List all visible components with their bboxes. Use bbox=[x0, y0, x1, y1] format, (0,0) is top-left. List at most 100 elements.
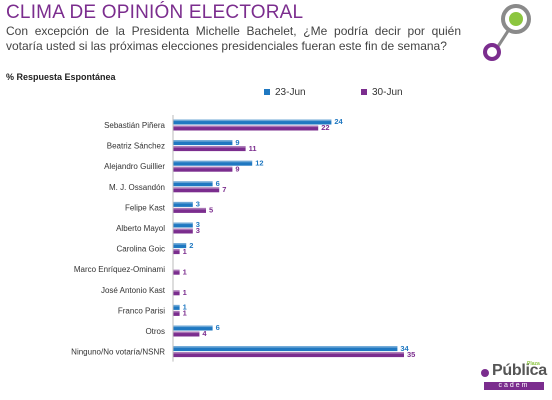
bar-series-2 bbox=[173, 310, 180, 316]
chart-row: José Antonio Kast 1 bbox=[101, 286, 187, 297]
bar-highlight bbox=[173, 207, 206, 210]
data-label-series-2: 4 bbox=[202, 329, 207, 338]
footer-brand-logo: Pública bbox=[492, 362, 547, 379]
data-label-series-2: 1 bbox=[183, 267, 187, 276]
legend-label-2: 30-Jun bbox=[372, 87, 403, 98]
bar-highlight bbox=[173, 290, 180, 292]
category-label: Felipe Kast bbox=[125, 203, 166, 212]
data-label-series-2: 5 bbox=[209, 206, 213, 215]
bar-highlight bbox=[173, 201, 193, 204]
footer-brand-tag: Plaza bbox=[527, 361, 540, 367]
bar-highlight bbox=[173, 228, 193, 231]
bar-highlight bbox=[173, 325, 213, 328]
bar-series-2 bbox=[173, 166, 233, 172]
category-label: Otros bbox=[145, 327, 165, 336]
bar-series-2 bbox=[173, 146, 246, 152]
bar-highlight bbox=[173, 160, 253, 163]
category-label: Marco Enríquez-Ominami bbox=[74, 265, 165, 274]
chart-row: Carolina Goic 21 bbox=[117, 241, 194, 256]
data-label-series-2: 3 bbox=[196, 226, 200, 235]
data-label-series-2: 11 bbox=[249, 144, 257, 153]
bar-series-2 bbox=[173, 352, 404, 358]
chart-row: Sebastián Piñera 24 22 bbox=[104, 117, 344, 132]
legend-swatch-2 bbox=[361, 89, 367, 95]
footer-brand-bar bbox=[484, 382, 544, 390]
bar-series-2 bbox=[173, 228, 193, 234]
data-label-series-1: 1 bbox=[183, 303, 187, 312]
chart-row: Alejandro Guillier 12 9 bbox=[104, 158, 263, 173]
category-label: M. J. Ossandón bbox=[109, 183, 165, 192]
bar-highlight bbox=[173, 140, 233, 142]
data-label-series-2: 1 bbox=[183, 288, 187, 297]
bar-series-1 bbox=[173, 119, 332, 125]
data-label-series-1: 9 bbox=[235, 138, 239, 147]
data-label-series-1: 12 bbox=[255, 158, 263, 167]
category-label: Alejandro Guillier bbox=[104, 162, 165, 171]
data-label-series-1: 24 bbox=[334, 117, 343, 126]
bar-series-1 bbox=[173, 243, 187, 249]
bar-highlight bbox=[173, 352, 404, 354]
chart-row: M. J. Ossandón 67 bbox=[109, 179, 226, 194]
bar-highlight bbox=[173, 243, 187, 245]
data-label-series-2: 7 bbox=[222, 185, 226, 194]
category-label: Carolina Goic bbox=[117, 245, 165, 254]
bar-series-1 bbox=[173, 222, 193, 228]
bar-highlight bbox=[173, 166, 233, 169]
chart-row: Felipe Kast 35 bbox=[125, 200, 213, 215]
bar-series-2 bbox=[173, 249, 180, 255]
data-label-series-1: 2 bbox=[189, 241, 193, 250]
bar-series-2 bbox=[173, 207, 206, 213]
chart-row: Otros 64 bbox=[145, 323, 219, 338]
brand-circles-logo bbox=[483, 4, 531, 61]
data-label-series-1: 6 bbox=[216, 179, 220, 188]
bar-highlight bbox=[173, 331, 200, 334]
legend-swatch-1 bbox=[264, 89, 270, 95]
bar-highlight bbox=[173, 146, 246, 148]
data-label-series-2: 35 bbox=[407, 350, 415, 359]
chart-row: Alberto Mayol 33 bbox=[116, 220, 200, 235]
data-label-series-1: 3 bbox=[196, 220, 200, 229]
bar-series-1 bbox=[173, 201, 193, 207]
survey-question: Con excepción de la Presidenta Michelle … bbox=[6, 24, 461, 53]
data-label-series-1: 6 bbox=[216, 323, 220, 332]
chart-row: Beatriz Sánchez 9 11 bbox=[107, 138, 257, 153]
logo-ring-gray bbox=[501, 4, 531, 34]
category-label: José Antonio Kast bbox=[101, 286, 166, 295]
bar-series-2 bbox=[173, 187, 220, 193]
chart-title: CLIMA DE OPINIÓN ELECTORAL bbox=[6, 2, 304, 23]
bar-highlight bbox=[173, 249, 180, 251]
chart-legend: 23-Jun 30-Jun bbox=[264, 87, 403, 98]
footer-logo-dot bbox=[481, 369, 489, 377]
bar-highlight bbox=[173, 181, 213, 183]
bar-highlight bbox=[173, 119, 332, 122]
category-label: Franco Parisi bbox=[118, 306, 165, 315]
bar-highlight bbox=[173, 310, 180, 313]
category-label: Ninguno/No votaría/NSNR bbox=[71, 348, 165, 357]
logo-connector bbox=[495, 30, 510, 49]
category-label: Beatriz Sánchez bbox=[107, 142, 165, 151]
data-label-series-1: 3 bbox=[196, 200, 200, 209]
footer-brand-sub: cadem bbox=[498, 382, 530, 389]
data-label-series-2: 22 bbox=[321, 123, 329, 132]
chart-subtitle: % Respuesta Espontánea bbox=[6, 72, 116, 82]
bar-series-1 bbox=[173, 140, 233, 146]
data-label-series-2: 1 bbox=[183, 247, 187, 256]
bar-highlight bbox=[173, 304, 180, 307]
bar-series-2 bbox=[173, 125, 319, 131]
bar-series-2 bbox=[173, 331, 200, 337]
bar-series-1 bbox=[173, 181, 213, 187]
bar-highlight bbox=[173, 187, 220, 189]
bar-highlight bbox=[173, 269, 180, 272]
category-label: Alberto Mayol bbox=[116, 224, 165, 233]
category-label: Sebastián Piñera bbox=[104, 121, 165, 130]
data-label-series-2: 1 bbox=[183, 309, 187, 318]
bar-highlight bbox=[173, 222, 193, 225]
bar-series-1 bbox=[173, 160, 253, 166]
bar-highlight bbox=[173, 346, 398, 348]
bar-highlight bbox=[173, 125, 319, 128]
bar-series-2 bbox=[173, 269, 180, 275]
chart-row: Marco Enríquez-Ominami 1 bbox=[74, 265, 187, 276]
bar-series-1 bbox=[173, 325, 213, 331]
